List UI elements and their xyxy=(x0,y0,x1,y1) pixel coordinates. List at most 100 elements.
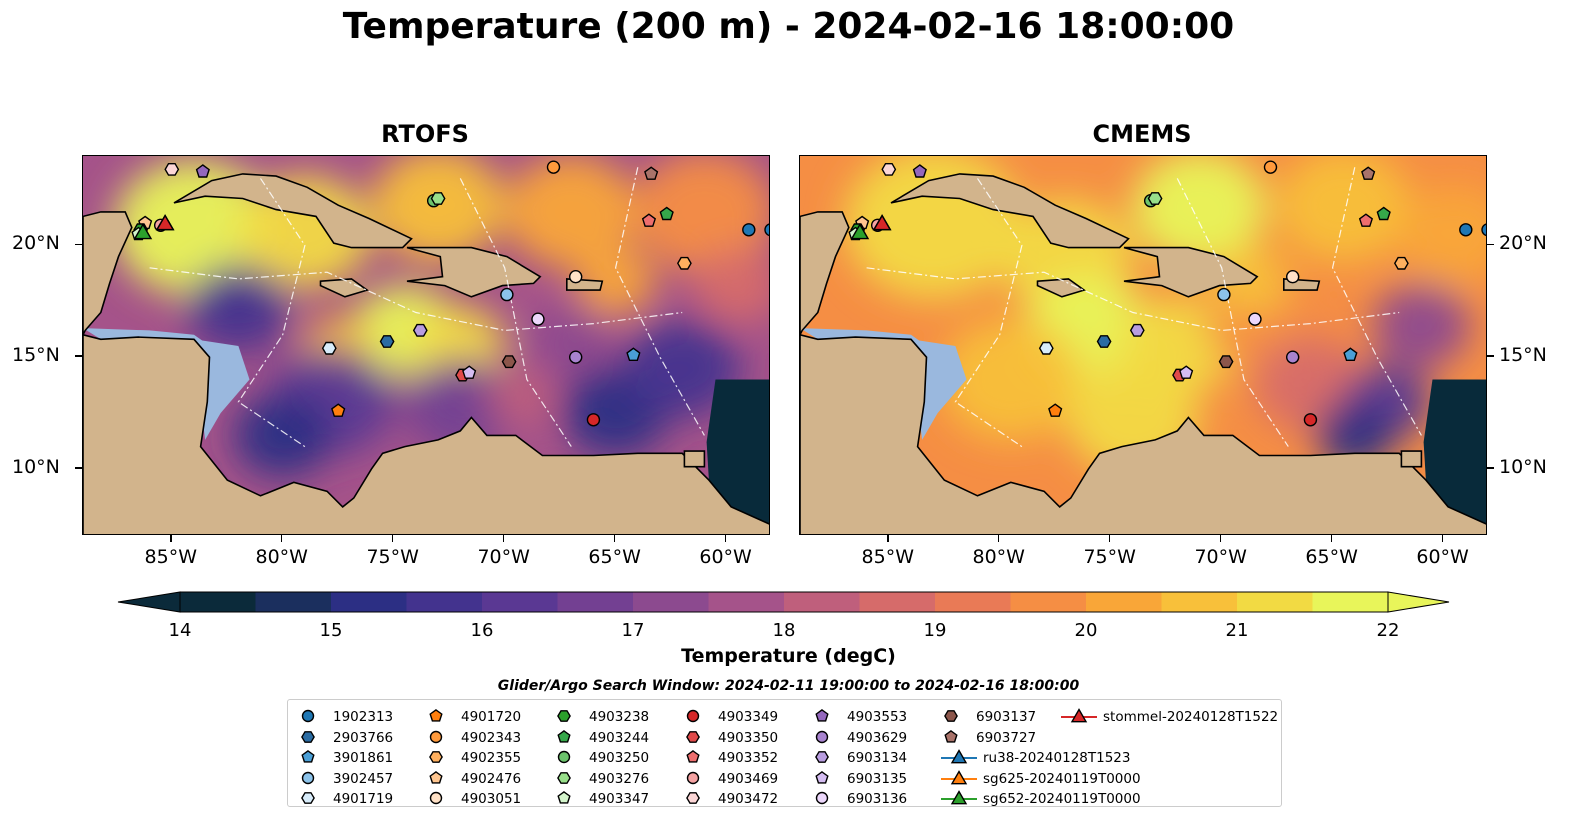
legend-label: 1902313 xyxy=(333,709,394,725)
lon-tick-label: 60°W xyxy=(699,546,752,568)
colorbar-segment xyxy=(331,592,408,612)
legend-marker xyxy=(815,791,829,805)
lon-tick-mark xyxy=(887,535,889,542)
lon-tick-label: 65°W xyxy=(1305,546,1358,568)
land-trinidad xyxy=(683,450,706,468)
lon-tick-label: 85°W xyxy=(144,546,197,568)
colorbar-segment xyxy=(180,592,257,612)
legend-label: 4903349 xyxy=(718,709,779,725)
lon-tick-mark xyxy=(997,535,1000,542)
legend-marker xyxy=(941,790,977,805)
marker-stommel-20240128T1522 xyxy=(155,214,175,231)
legend-label: 4903350 xyxy=(718,729,779,746)
eez-boundary xyxy=(459,178,572,447)
legend-marker-4903352 xyxy=(686,750,700,763)
legend-marker-4903350 xyxy=(686,730,700,743)
lon-tick-mark xyxy=(724,535,727,542)
legend-marker xyxy=(301,771,315,784)
legend-label: 6903727 xyxy=(976,729,1037,746)
colorbar-segment xyxy=(255,592,332,612)
legend-marker-4903553 xyxy=(815,709,829,722)
colorbar-segment xyxy=(859,592,936,612)
marker-4903244 xyxy=(659,206,674,221)
lon-tick-label: 75°W xyxy=(366,546,419,568)
marker-4903472 xyxy=(881,162,897,176)
lon-tick-label: 80°W xyxy=(255,546,308,568)
lat-tick-label-right: 10°N xyxy=(1499,455,1547,478)
colorbar-segment xyxy=(1237,592,1314,612)
legend-marker-6903727 xyxy=(944,729,958,743)
lon-tick-mark xyxy=(1219,535,1222,542)
marker-sg652-20240119T0000 xyxy=(133,223,153,240)
lon-tick-label: 80°W xyxy=(972,546,1025,568)
marker-sg652-20240119T0000 xyxy=(850,223,870,240)
legend-label: 4903629 xyxy=(847,729,908,746)
legend-marker-6903134 xyxy=(815,751,829,763)
colorbar-tick-label: 17 xyxy=(621,620,645,641)
marker-6903727 xyxy=(644,166,659,180)
legend-marker xyxy=(815,709,829,722)
eez-boundary xyxy=(954,178,1023,448)
legend-label: sg625-20240119T0000 xyxy=(983,770,1141,787)
land-cuba xyxy=(890,173,1130,249)
lat-tick-label-left: 20°N xyxy=(12,232,60,255)
colorbar-segment xyxy=(1312,592,1389,612)
marker-3902457 xyxy=(500,287,514,302)
lon-tick-mark xyxy=(1330,535,1333,542)
legend-marker-6903137 xyxy=(944,710,958,722)
legend-marker xyxy=(1061,708,1097,723)
eez-boundary xyxy=(237,178,306,448)
lon-tick-mark xyxy=(613,535,616,542)
legend-marker-3901861 xyxy=(301,750,315,763)
legend-marker-6903135 xyxy=(815,770,829,784)
lat-tick-mark xyxy=(75,243,82,246)
legend-marker xyxy=(944,729,958,743)
legend: 1902313 2903766 3901861 3902457 4901719 49017… xyxy=(287,699,1282,807)
marker-4901719 xyxy=(1038,341,1054,355)
legend-label: 3902457 xyxy=(333,770,394,787)
legend-marker-sg652-20240119T0000 xyxy=(950,790,968,805)
legend-marker-4901719 xyxy=(301,792,315,804)
lat-tick-label-left: 10°N xyxy=(12,455,60,478)
land-trinidad xyxy=(1400,450,1423,468)
legend-label: 4903472 xyxy=(718,791,779,807)
colorbar-extend-high xyxy=(1387,591,1450,613)
marker-6903137 xyxy=(1218,355,1234,369)
legend-marker xyxy=(557,791,571,804)
legend-label: 4903051 xyxy=(461,791,522,807)
marker-4903553 xyxy=(195,164,210,178)
marker-4903553 xyxy=(912,164,927,178)
search-window-caption: Glider/Argo Search Window: 2024-02-11 19… xyxy=(497,678,1080,694)
land-cuba xyxy=(173,173,413,249)
eez-boundary xyxy=(149,267,683,332)
lat-tick-mark xyxy=(1487,243,1494,246)
marker-4903276 xyxy=(1147,192,1163,205)
legend-label: 6903134 xyxy=(847,750,908,766)
legend-label: 4903238 xyxy=(589,709,650,725)
legend-marker xyxy=(429,770,443,784)
legend-label: 4903469 xyxy=(718,770,779,787)
marker-4901719 xyxy=(321,341,337,355)
marker-4903472 xyxy=(164,162,180,176)
colorbar-tick-label: 16 xyxy=(470,620,494,641)
legend-marker xyxy=(429,751,443,763)
legend-label: 4902476 xyxy=(461,770,522,787)
legend-marker xyxy=(557,771,571,784)
lat-tick-mark xyxy=(75,355,82,357)
marker-6903136 xyxy=(531,312,545,326)
legend-marker xyxy=(815,770,829,784)
lon-tick-label: 75°W xyxy=(1083,546,1136,568)
colorbar-segment xyxy=(935,592,1012,612)
colorbar-tick-label: 21 xyxy=(1225,620,1249,641)
lat-tick-mark xyxy=(1487,355,1494,357)
legend-marker xyxy=(941,749,977,764)
legend-marker-4903469 xyxy=(686,771,700,784)
marker-stommel-20240128T1522 xyxy=(872,214,892,231)
legend-label: 6903135 xyxy=(847,770,908,787)
legend-label: stommel-20240128T1522 xyxy=(1103,709,1279,725)
marker-4901720 xyxy=(1048,403,1063,417)
legend-marker xyxy=(686,750,700,763)
marker-4903276 xyxy=(430,192,446,205)
legend-marker-4903051 xyxy=(429,791,443,805)
legend-label: 4901720 xyxy=(461,709,522,725)
